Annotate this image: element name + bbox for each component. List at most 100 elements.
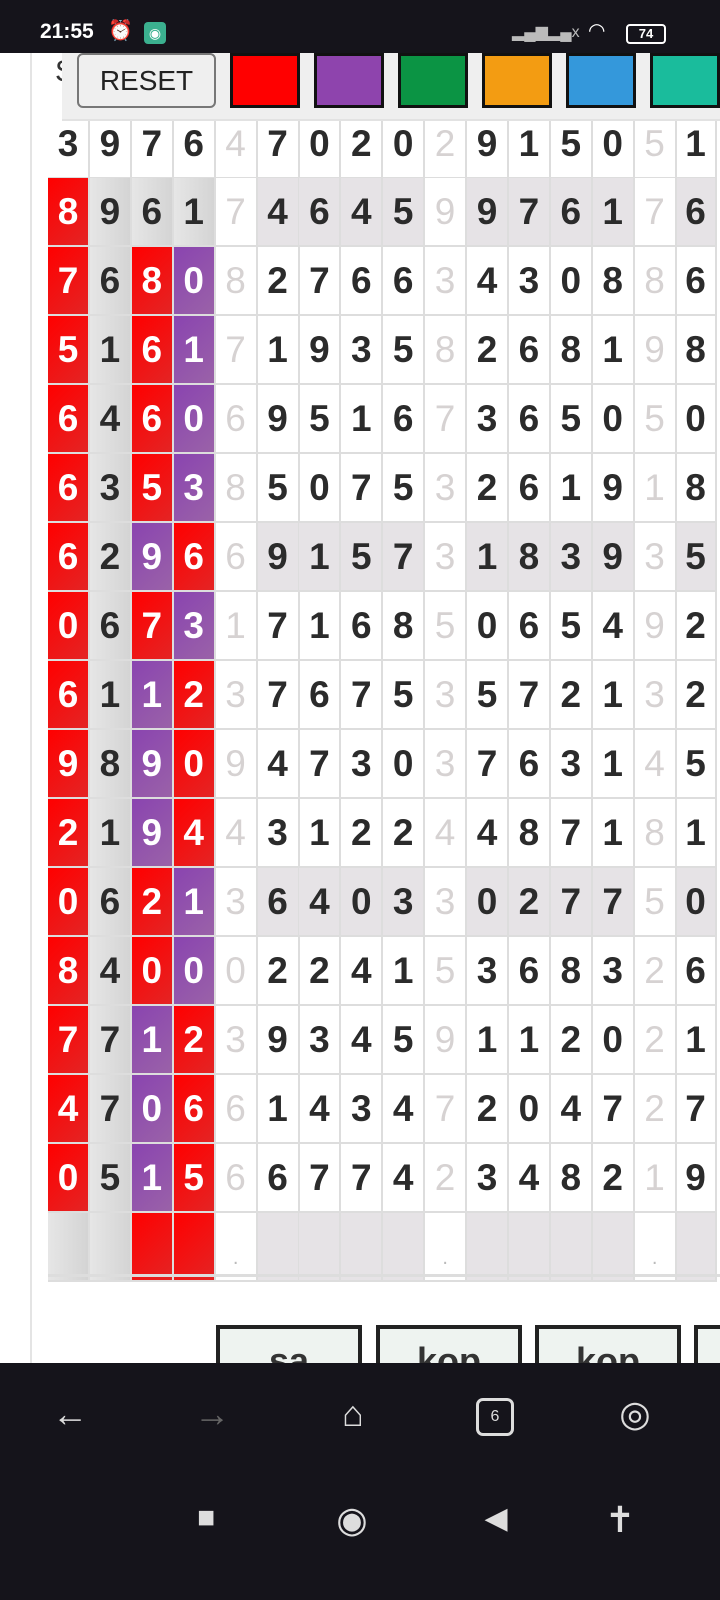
grid-cell[interactable]: 2	[48, 799, 90, 868]
grid-cell[interactable]: 3	[215, 868, 258, 937]
grid-cell[interactable]: 0	[173, 730, 216, 799]
grid-cell[interactable]: 6	[676, 247, 717, 316]
grid-cell[interactable]: 6	[299, 661, 342, 730]
grid-cell[interactable]: 3	[467, 937, 509, 1006]
grid-cell[interactable]: 6	[89, 592, 132, 661]
grid-cell[interactable]: 8	[550, 316, 593, 385]
grid-cell[interactable]: 7	[425, 385, 468, 454]
grid-cell[interactable]: 7	[341, 1144, 384, 1213]
recents-icon[interactable]: ■	[196, 1501, 216, 1534]
grid-cell[interactable]: 8	[215, 247, 258, 316]
grid-cell[interactable]: 0	[173, 937, 216, 1006]
grid-cell[interactable]: 5	[299, 385, 342, 454]
grid-cell[interactable]: 1	[215, 592, 258, 661]
grid-cell[interactable]: 7	[676, 1075, 717, 1144]
grid-cell[interactable]: 9	[131, 799, 174, 868]
grid-cell[interactable]: 3	[425, 730, 468, 799]
grid-cell[interactable]: 2	[634, 937, 677, 1006]
color-swatch[interactable]	[230, 53, 300, 108]
grid-cell[interactable]: 1	[592, 661, 635, 730]
grid-cell[interactable]: .	[425, 1213, 468, 1282]
grid-cell[interactable]: 3	[173, 592, 216, 661]
grid-cell[interactable]: 5	[48, 316, 90, 385]
grid-cell[interactable]: 3	[550, 730, 593, 799]
grid-cell[interactable]: 2	[550, 661, 593, 730]
grid-cell[interactable]: 7	[299, 1144, 342, 1213]
grid-cell[interactable]: 9	[257, 385, 300, 454]
grid-cell[interactable]: 3	[89, 454, 132, 523]
grid-cell[interactable]: 9	[676, 1144, 717, 1213]
grid-cell[interactable]: 1	[299, 523, 342, 592]
grid-cell[interactable]: 0	[592, 385, 635, 454]
grid-cell[interactable]: 4	[215, 799, 258, 868]
grid-cell[interactable]: 5	[383, 1006, 426, 1075]
grid-cell[interactable]: 3	[508, 247, 551, 316]
grid-cell[interactable]: 6	[676, 178, 717, 247]
account-icon[interactable]: ◎	[619, 1393, 651, 1434]
grid-cell[interactable]: 3	[425, 661, 468, 730]
grid-cell[interactable]: 6	[48, 385, 90, 454]
forward-icon[interactable]: →	[194, 1393, 230, 1434]
grid-cell[interactable]: 3	[550, 523, 593, 592]
grid-cell[interactable]: 1	[634, 454, 677, 523]
grid-cell[interactable]: 9	[131, 730, 174, 799]
grid-cell[interactable]: 0	[676, 385, 717, 454]
grid-cell[interactable]: 8	[48, 937, 90, 1006]
grid-cell[interactable]: 0	[592, 1006, 635, 1075]
grid-cell[interactable]: 4	[48, 1075, 90, 1144]
grid-cell[interactable]: 7	[131, 592, 174, 661]
grid-cell[interactable]: 4	[341, 1006, 384, 1075]
grid-cell[interactable]: 1	[592, 178, 635, 247]
grid-cell[interactable]: 9	[257, 523, 300, 592]
bottom-button-3[interactable]: kop	[535, 1325, 681, 1363]
grid-cell[interactable]: 1	[131, 661, 174, 730]
home-circle-icon[interactable]: ◉	[336, 1499, 368, 1540]
grid-cell[interactable]: 0	[173, 247, 216, 316]
grid-cell[interactable]: 0	[508, 1075, 551, 1144]
grid-cell[interactable]: 9	[299, 316, 342, 385]
grid-cell[interactable]: 4	[173, 799, 216, 868]
grid-cell[interactable]: 6	[508, 454, 551, 523]
grid-cell[interactable]: 3	[341, 316, 384, 385]
grid-cell[interactable]: 3	[173, 454, 216, 523]
grid-cell[interactable]: 6	[215, 1075, 258, 1144]
grid-cell[interactable]: 5	[425, 937, 468, 1006]
grid-cell[interactable]: 9	[131, 523, 174, 592]
grid-cell[interactable]: 6	[341, 592, 384, 661]
grid-cell[interactable]: 9	[634, 592, 677, 661]
grid-cell[interactable]	[383, 1213, 426, 1282]
grid-cell[interactable]: 2	[676, 661, 717, 730]
grid-cell[interactable]: 7	[592, 868, 635, 937]
grid-cell[interactable]: 5	[383, 454, 426, 523]
grid-cell[interactable]: 2	[341, 799, 384, 868]
back-icon[interactable]: ←	[52, 1393, 88, 1434]
grid-cell[interactable]: 4	[257, 730, 300, 799]
grid-cell[interactable]: 8	[131, 247, 174, 316]
grid-cell[interactable]: 2	[550, 1006, 593, 1075]
grid-cell[interactable]: 1	[341, 385, 384, 454]
grid-cell[interactable]: 5	[634, 868, 677, 937]
grid-cell[interactable]: 6	[173, 523, 216, 592]
grid-cell[interactable]: 1	[550, 454, 593, 523]
grid-cell[interactable]: 2	[634, 1075, 677, 1144]
reset-button[interactable]: RESET	[77, 53, 216, 108]
grid-cell[interactable]: 4	[341, 937, 384, 1006]
grid-cell[interactable]: 8	[215, 454, 258, 523]
grid-cell[interactable]: 1	[299, 592, 342, 661]
grid-cell[interactable]: 1	[89, 316, 132, 385]
grid-cell[interactable]: 1	[383, 937, 426, 1006]
grid-cell[interactable]: 0	[299, 454, 342, 523]
grid-cell[interactable]: 4	[257, 178, 300, 247]
grid-cell[interactable]: 7	[48, 247, 90, 316]
grid-cell[interactable]: 1	[634, 1144, 677, 1213]
grid-cell[interactable]: 8	[550, 937, 593, 1006]
grid-cell[interactable]: 1	[131, 1006, 174, 1075]
grid-cell[interactable]: 4	[299, 1075, 342, 1144]
grid-cell[interactable]: 9	[467, 178, 509, 247]
grid-cell[interactable]: 6	[131, 178, 174, 247]
grid-cell[interactable]: 6	[215, 1144, 258, 1213]
grid-cell[interactable]: 9	[634, 316, 677, 385]
grid-cell[interactable]	[48, 1213, 90, 1282]
grid-cell[interactable]: 7	[550, 868, 593, 937]
grid-cell[interactable]: 8	[48, 178, 90, 247]
